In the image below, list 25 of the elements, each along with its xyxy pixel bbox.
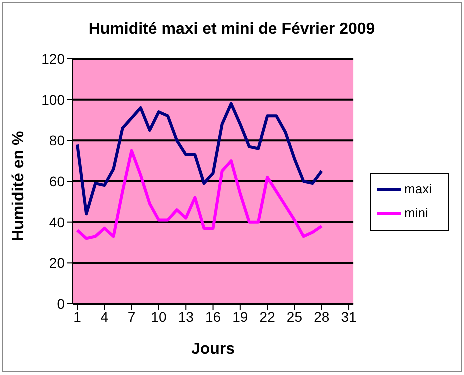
- x-tick-label: 28: [314, 308, 330, 325]
- x-tick-label: 1: [74, 308, 82, 325]
- x-tick-label: 25: [286, 308, 303, 325]
- y-tick-label: 0: [57, 296, 66, 312]
- y-tick-label: 80: [49, 132, 66, 149]
- x-tick-label: 10: [151, 308, 167, 325]
- y-tick-label: 60: [49, 173, 66, 190]
- x-tick-label: 22: [260, 308, 276, 325]
- y-tick-label: 20: [49, 255, 66, 272]
- x-tick-label: 7: [128, 308, 136, 325]
- line-series: [76, 102, 324, 216]
- chart-title: Humidité maxi et mini de Février 2009: [88, 21, 376, 39]
- legend-label: maxi: [404, 180, 432, 196]
- x-tick-label: 31: [341, 308, 358, 325]
- y-tick-label: 100: [42, 92, 66, 108]
- y-tick-label: 40: [49, 214, 66, 230]
- x-tick-label: 19: [232, 308, 248, 325]
- y-axis-title: Humidité en %: [10, 131, 28, 242]
- x-tick-label: 4: [100, 308, 109, 325]
- line-series: [76, 149, 324, 240]
- x-axis-title: Jours: [191, 341, 236, 358]
- y-tick-label: 120: [42, 50, 66, 67]
- x-tick-label: 16: [205, 308, 222, 325]
- x-tick-label: 13: [178, 308, 194, 325]
- legend-label: mini: [404, 204, 428, 220]
